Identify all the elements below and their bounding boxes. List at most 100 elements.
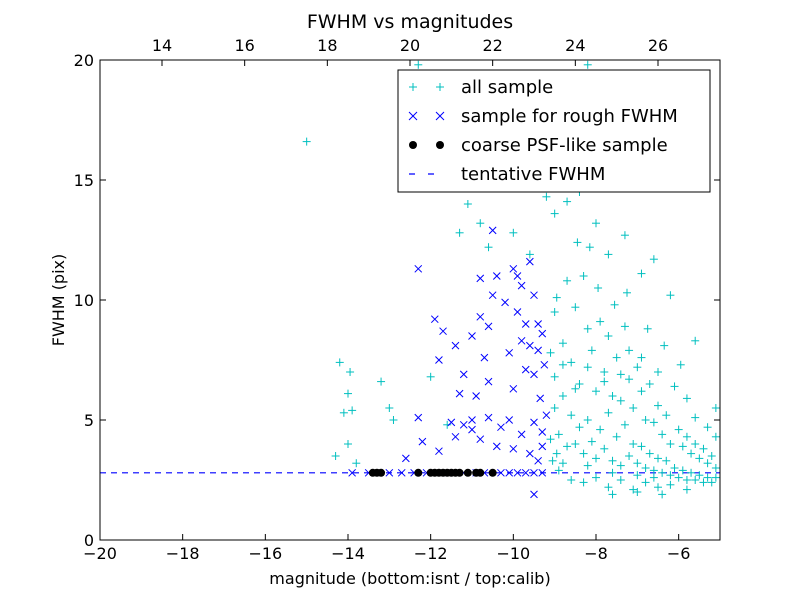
all-sample-point (666, 480, 675, 489)
all-sample-point (546, 348, 555, 357)
all-sample-point (335, 358, 344, 367)
all-sample-point (637, 269, 646, 278)
rough-sample-point-b (513, 468, 522, 477)
rough-sample-point (530, 468, 538, 477)
all-sample-point (678, 466, 687, 475)
all-sample-point (563, 197, 572, 206)
legend-label: all sample (461, 77, 553, 98)
rough-sample-point-b (501, 298, 509, 307)
top-x-tick-label: 22 (482, 36, 502, 55)
all-sample-point (583, 461, 592, 470)
legend-label: tentative FWHM (461, 164, 605, 185)
axes-layer: −20 −18 −16 −14 −12 −10 −8 −6 14 16 18 20 22 24 26 0 5 10… (74, 36, 721, 563)
all-sample-point (687, 449, 696, 458)
rough-sample-point-b (476, 312, 485, 321)
all-sample-point (666, 471, 675, 480)
rough-sample-point (517, 336, 526, 345)
rough-sample-point-b (484, 413, 493, 422)
chart-title: FWHM vs magnitudes (307, 11, 513, 33)
rough-sample-point-b (521, 365, 530, 374)
all-sample-point (682, 394, 691, 403)
all-sample-point (633, 459, 642, 468)
all-sample-point (583, 324, 592, 333)
all-sample-point (674, 473, 683, 482)
rough-sample-point-b (521, 320, 530, 328)
all-sample-point (346, 368, 355, 376)
top-x-tick-label: 24 (565, 36, 585, 55)
all-sample-point (608, 392, 617, 400)
rough-sample-point-b (497, 468, 505, 477)
rough-sample-point (402, 454, 410, 463)
all-sample-point (616, 370, 625, 379)
rough-sample-point (480, 353, 489, 362)
rough-sample-point (501, 298, 509, 307)
all-sample-point (682, 476, 691, 484)
all-sample-point (637, 387, 646, 396)
all-sample-point (548, 456, 557, 465)
rough-sample-point (459, 370, 468, 379)
rough-sample-point (484, 322, 493, 331)
all-sample-point (377, 377, 386, 386)
rough-sample-point (451, 341, 460, 350)
rough-sample-point (542, 411, 551, 420)
rough-sample-point-b (468, 425, 476, 434)
rough-sample-point-b (542, 411, 551, 420)
rough-sample-point-b (451, 432, 460, 441)
all-sample-point (654, 483, 662, 492)
psf-sample-point (476, 468, 485, 477)
rough-sample-point-b (540, 360, 549, 369)
rough-sample-point-b (348, 468, 356, 477)
all-sample-point (558, 339, 567, 348)
rough-sample-point-b (468, 416, 476, 424)
all-sample-point (600, 377, 609, 386)
all-sample-point (616, 476, 625, 484)
all-sample-point (616, 396, 625, 405)
all-sample-point (711, 473, 720, 482)
rough-sample-point (459, 420, 468, 429)
rough-sample-point (509, 264, 518, 273)
rough-sample-point-b (414, 264, 423, 273)
rough-sample-point-b (402, 454, 410, 463)
rough-sample-point-b (451, 341, 460, 350)
all-sample-point (711, 464, 720, 472)
rough-sample-point (530, 370, 538, 379)
rough-sample-point-b (517, 336, 526, 345)
rough-sample-point-b (455, 389, 464, 398)
rough-sample-point (530, 490, 538, 499)
all-sample-point (542, 192, 551, 201)
legend-marker-rough (408, 111, 418, 121)
rough-sample-point-b (476, 274, 485, 283)
rough-sample-point (414, 264, 423, 273)
all-sample-point (649, 418, 658, 427)
top-x-tick-label: 20 (400, 36, 420, 55)
rough-sample-point-b (517, 281, 526, 290)
all-sample-point (592, 219, 600, 228)
all-sample-point (695, 471, 704, 480)
series-layer (100, 60, 720, 499)
x-tick-label: −16 (248, 544, 282, 563)
rough-sample-point (472, 392, 480, 400)
all-sample-point (558, 360, 567, 369)
all-sample-point (455, 228, 464, 237)
all-sample-point (344, 389, 352, 398)
rough-sample-point-b (476, 435, 485, 444)
all-sample-point (567, 411, 576, 420)
all-sample-point (608, 490, 617, 499)
all-sample-point (596, 425, 605, 434)
all-sample-point (571, 440, 580, 448)
all-sample-point (385, 404, 394, 412)
rough-sample-point (484, 377, 493, 386)
rough-sample-point-b (459, 420, 468, 429)
all-sample-point (587, 437, 596, 446)
rough-sample-point (447, 418, 456, 427)
all-sample-point (554, 430, 563, 439)
all-sample-point (703, 423, 712, 432)
all-sample-point (476, 219, 485, 228)
rough-sample-point (538, 428, 547, 436)
rough-sample-point-b (534, 346, 542, 355)
all-sample-point (711, 432, 720, 441)
all-sample-point (583, 60, 592, 69)
all-sample-point (546, 435, 555, 444)
all-sample-point (695, 454, 704, 463)
all-sample-point (643, 324, 652, 333)
